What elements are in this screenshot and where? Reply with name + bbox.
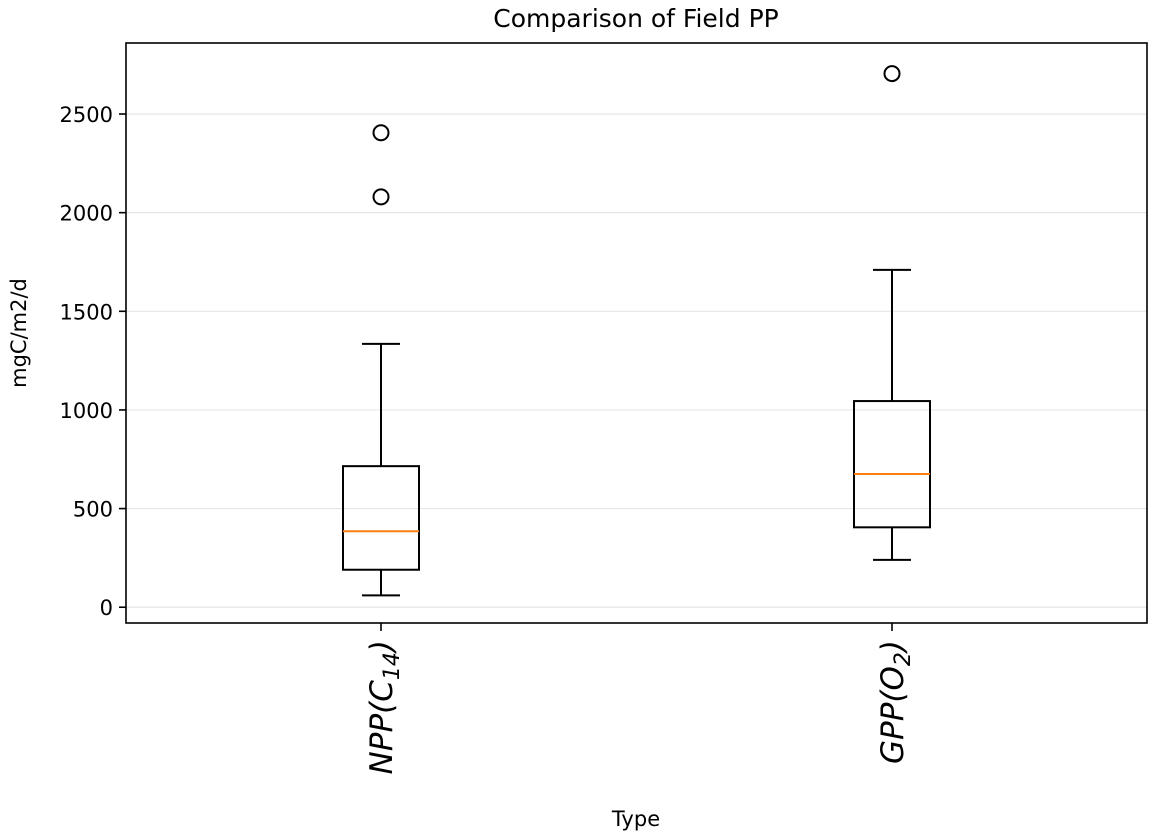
box-group-2	[853, 65, 931, 561]
iqr-box	[853, 400, 931, 529]
x-axis-label: Type	[611, 807, 660, 831]
box-group-1	[342, 124, 420, 597]
y-tick-label-1000: 1000	[60, 399, 113, 423]
category-close-paren: )	[364, 640, 400, 654]
x-tick-label-2: GPP(O2)	[875, 640, 916, 764]
category-close-paren: )	[875, 640, 911, 654]
category-main-text: NPP(C	[364, 680, 400, 775]
outlier-point-1	[372, 188, 390, 206]
y-axis-label: mgC/m2/d	[7, 278, 31, 388]
y-tick-label-2500: 2500	[60, 103, 113, 127]
y-tick-label-2000: 2000	[60, 202, 113, 226]
plot-frame	[125, 42, 1148, 624]
y-tick-label-1500: 1500	[60, 300, 113, 324]
outlier-point-1	[883, 65, 901, 83]
category-subscript: 14	[380, 652, 405, 680]
grid-lines	[126, 113, 1147, 608]
x-axis-ticks: NPP(C14)GPP(O2)	[364, 623, 916, 774]
y-tick-label-500: 500	[73, 498, 113, 522]
y-tick-label-0: 0	[100, 596, 113, 620]
x-tick-label-1: NPP(C14)	[364, 640, 405, 774]
outlier-point-2	[372, 124, 390, 142]
box-layer	[342, 65, 931, 597]
category-subscript: 2	[891, 652, 916, 666]
chart-title: Comparison of Field PP	[493, 4, 778, 33]
y-axis-ticks: 0 500 1000 1500 2000 2500	[60, 103, 126, 620]
iqr-box	[342, 465, 420, 571]
category-main-text: GPP(O	[875, 666, 911, 764]
